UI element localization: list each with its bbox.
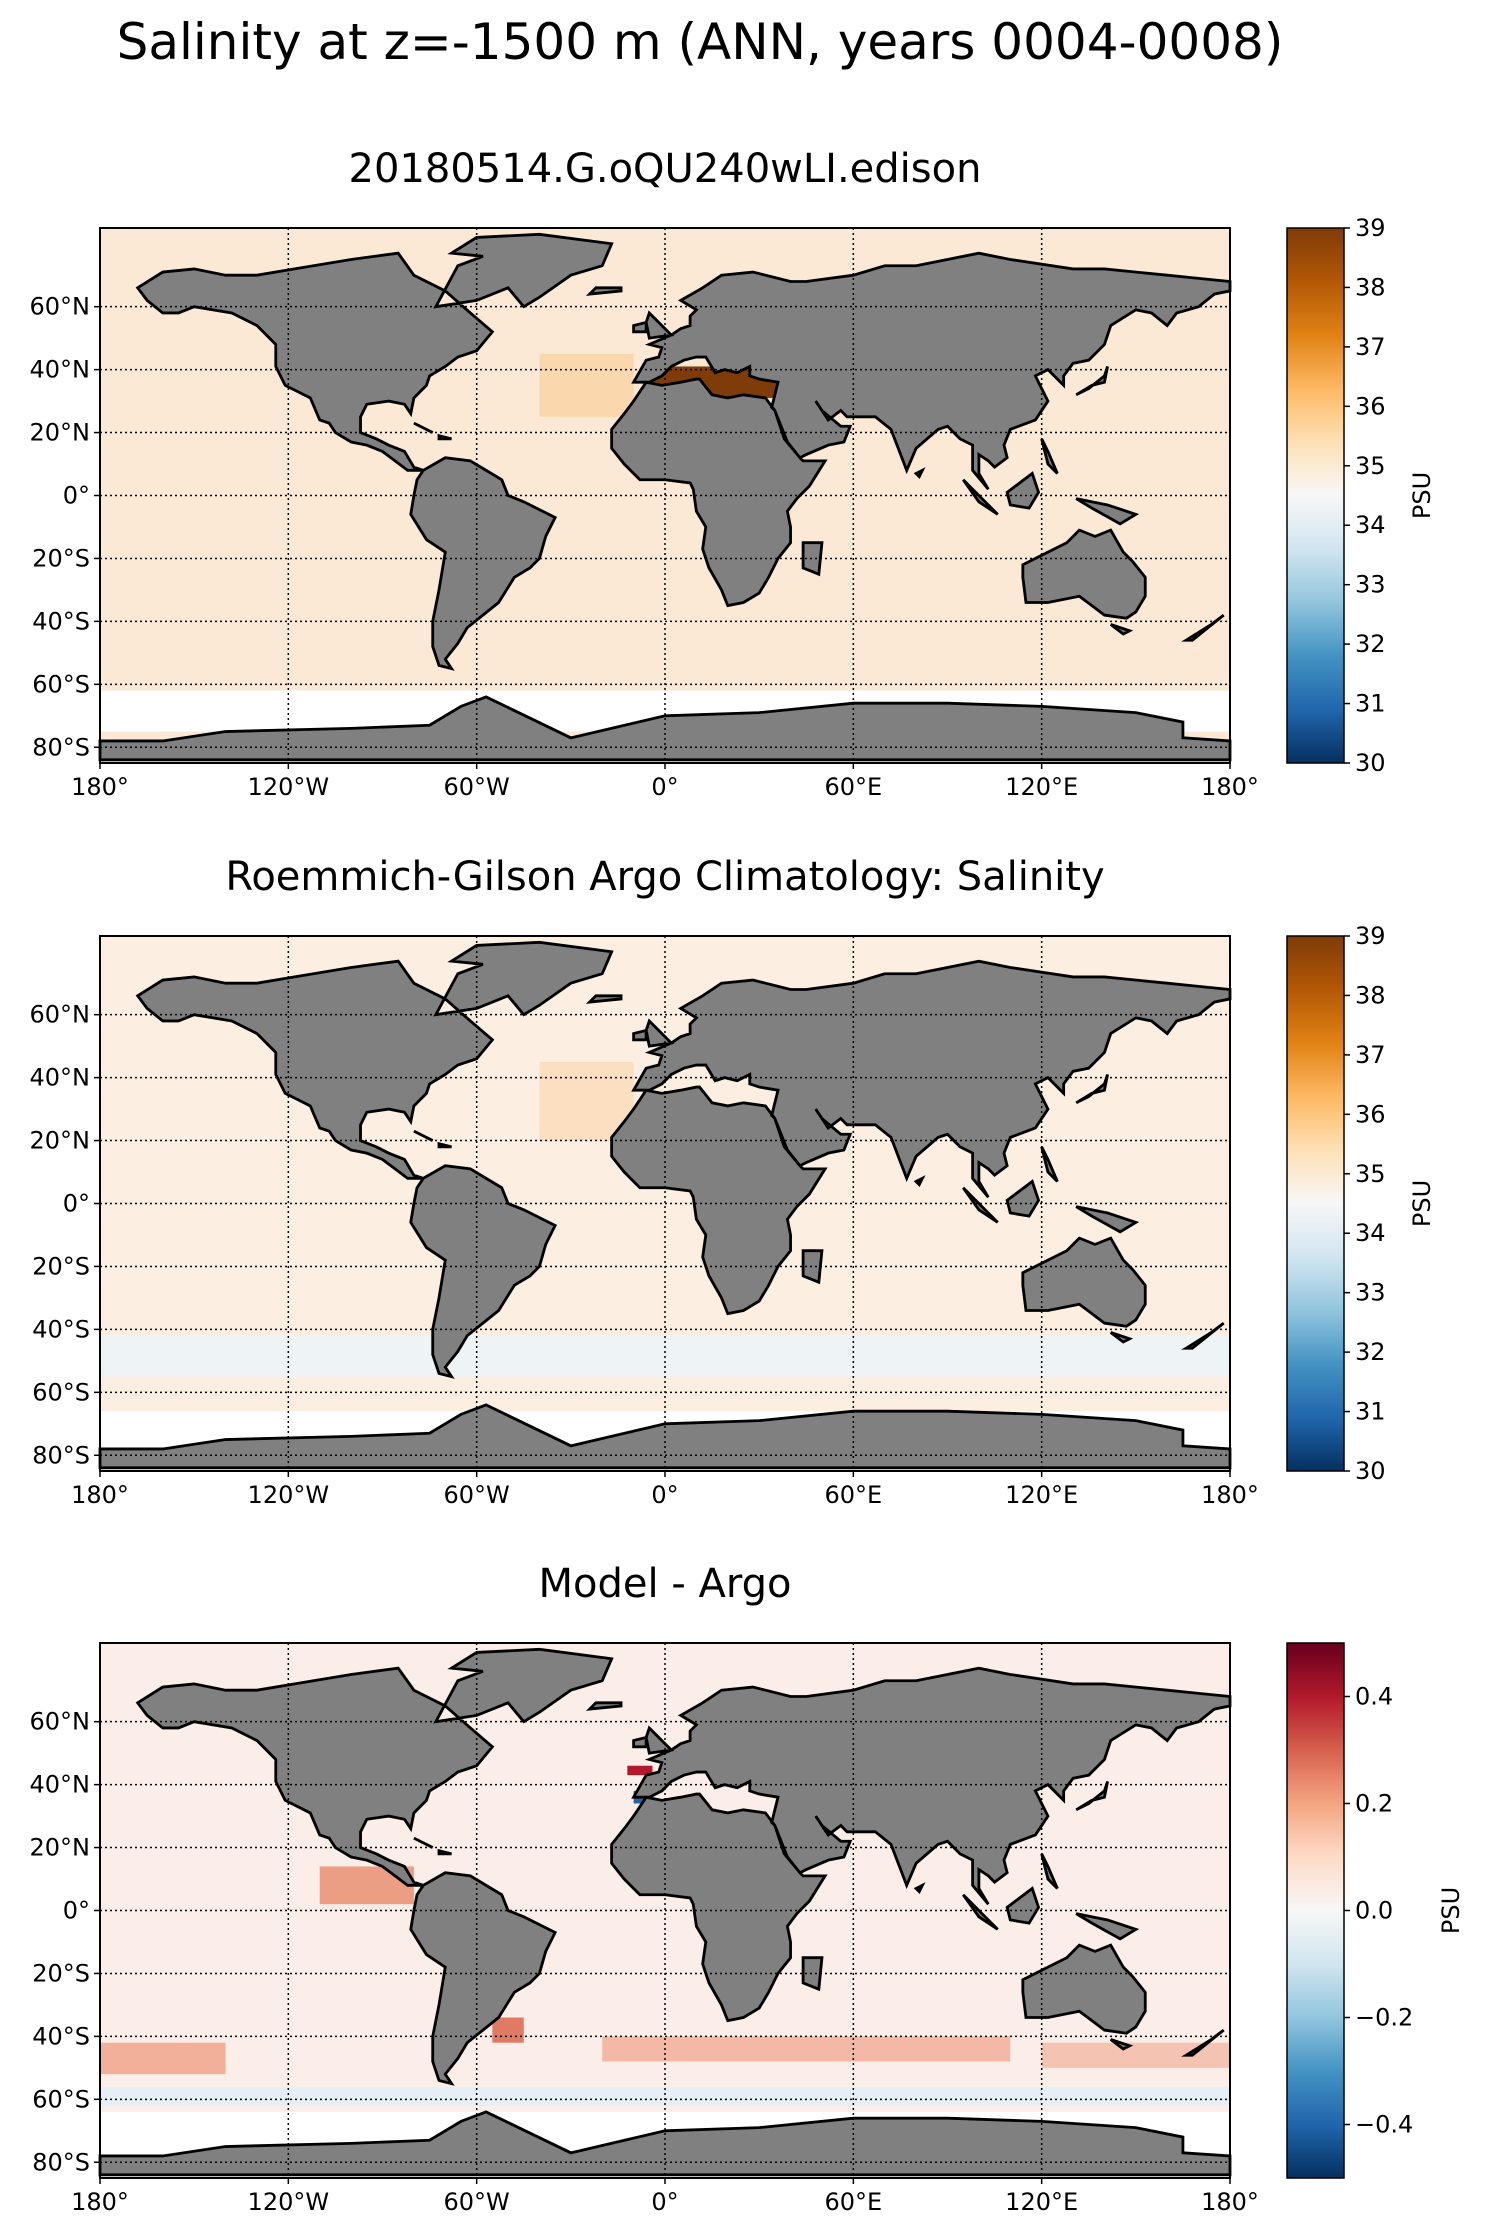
colorbar-tick-label: 38: [1355, 981, 1386, 1009]
lon-tick-label: 60°E: [824, 2188, 882, 2216]
lon-tick-label: 180°: [1201, 2188, 1259, 2216]
lon-tick-label: 60°W: [444, 2188, 510, 2216]
lat-tick-label: 60°S: [32, 2085, 90, 2113]
anomaly-region: [100, 2042, 226, 2075]
panel-title: 20180514.G.oQU240wLI.edison: [349, 146, 982, 192]
colorbar-tick-label: 39: [1355, 922, 1386, 950]
lat-tick-label: 0°: [63, 1190, 90, 1218]
lat-tick-label: 0°: [63, 1897, 90, 1925]
colorbar: 30 31 32 33 34 35 36 37 38 39 PSU: [1286, 214, 1436, 777]
colorbar-label: PSU: [1408, 1180, 1436, 1227]
colorbar-tick-label: −0.2: [1355, 2004, 1413, 2032]
lon-tick-label: 180°: [1201, 773, 1259, 801]
map-panel-3: Model - Argo 60°N 40°N 20°N 0° 20°S 40°S 60°S 80…: [30, 1561, 1466, 2216]
lat-tick-label: 40°S: [32, 2022, 90, 2050]
anomaly-region: [492, 2017, 524, 2043]
lon-tick-label: 120°E: [1005, 2188, 1078, 2216]
lat-tick-label: 60°S: [32, 670, 90, 698]
panel-title: Roemmich-Gilson Argo Climatology: Salini…: [225, 854, 1104, 900]
lon-tick-label: 180°: [71, 2188, 129, 2216]
colorbar-tick-label: 32: [1355, 630, 1386, 658]
lon-tick-label: 180°: [1201, 1481, 1259, 1509]
panels-layer: 20180514.G.oQU240wLI.edison 60°N 40°N 20°N 0…: [30, 146, 1466, 2216]
anomaly-region: [602, 2036, 1011, 2062]
anomaly-region: [627, 1765, 653, 1776]
figure-title: Salinity at z=-1500 m (ANN, years 0004-0…: [116, 13, 1284, 71]
colorbar-tick-label: 0.0: [1355, 1897, 1393, 1925]
colorbar-tick-label: 30: [1355, 749, 1386, 777]
anomaly-region: [539, 353, 634, 417]
lat-tick-label: 20°S: [32, 1959, 90, 1987]
lon-tick-label: 0°: [651, 2188, 678, 2216]
colorbar-tick-label: 34: [1355, 511, 1386, 539]
lon-tick-label: 60°E: [824, 1481, 882, 1509]
lat-tick-label: 20°N: [30, 419, 91, 447]
map-panel-1: 20180514.G.oQU240wLI.edison 60°N 40°N 20°N 0…: [30, 146, 1437, 801]
lon-tick-label: 120°E: [1005, 1481, 1078, 1509]
lon-tick-label: 0°: [651, 1481, 678, 1509]
lat-tick-label: 20°S: [32, 544, 90, 572]
lat-tick-label: 80°S: [32, 2148, 90, 2176]
lat-tick-label: 60°N: [30, 1708, 91, 1736]
colorbar-tick-label: 31: [1355, 1398, 1386, 1426]
colorbar-tick-label: 37: [1355, 1041, 1386, 1069]
colorbar-tick-label: 35: [1355, 1160, 1386, 1188]
lon-tick-label: 120°W: [248, 2188, 330, 2216]
lat-tick-label: 60°N: [30, 293, 91, 321]
lat-tick-label: 80°S: [32, 1441, 90, 1469]
lon-tick-label: 60°E: [824, 773, 882, 801]
colorbar-tick-label: 35: [1355, 452, 1386, 480]
anomaly-region: [100, 2086, 1230, 2106]
lon-tick-label: 120°W: [248, 1481, 330, 1509]
lat-tick-label: 40°N: [30, 356, 91, 384]
lat-tick-label: 40°S: [32, 607, 90, 635]
colorbar: 30 31 32 33 34 35 36 37 38 39 PSU: [1286, 922, 1436, 1485]
colorbar: −0.4 −0.2 0.0 0.2 0.4 PSU: [1286, 1642, 1465, 2179]
lon-tick-label: 180°: [71, 1481, 129, 1509]
colorbar-tick-label: 31: [1355, 690, 1386, 718]
colorbar-tick-label: 32: [1355, 1338, 1386, 1366]
lat-tick-label: 80°S: [32, 733, 90, 761]
panel-title: Model - Argo: [539, 1561, 792, 1607]
colorbar-gradient: [1286, 1642, 1345, 2179]
colorbar-tick-label: 0.2: [1355, 1790, 1393, 1818]
colorbar-tick-label: 36: [1355, 392, 1386, 420]
colorbar-gradient: [1286, 935, 1345, 1472]
colorbar-label: PSU: [1408, 472, 1436, 519]
lat-tick-label: 60°S: [32, 1378, 90, 1406]
colorbar-tick-label: 34: [1355, 1219, 1386, 1247]
colorbar-tick-label: −0.4: [1355, 2111, 1413, 2139]
colorbar-tick-label: 36: [1355, 1100, 1386, 1128]
lat-tick-label: 20°N: [30, 1127, 91, 1155]
colorbar-tick-label: 37: [1355, 333, 1386, 361]
lat-tick-label: 20°S: [32, 1252, 90, 1280]
lon-tick-label: 60°W: [444, 773, 510, 801]
lat-tick-label: 40°N: [30, 1771, 91, 1799]
lon-tick-label: 60°W: [444, 1481, 510, 1509]
colorbar-tick-label: 0.4: [1355, 1683, 1393, 1711]
colorbar-tick-label: 33: [1355, 571, 1386, 599]
colorbar-tick-label: 39: [1355, 214, 1386, 242]
lon-tick-label: 120°E: [1005, 773, 1078, 801]
map-panel-2: Roemmich-Gilson Argo Climatology: Salini…: [30, 854, 1437, 1509]
lon-tick-label: 120°W: [248, 773, 330, 801]
colorbar-gradient: [1286, 227, 1345, 764]
lon-tick-label: 0°: [651, 773, 678, 801]
lat-tick-label: 40°S: [32, 1315, 90, 1343]
lat-tick-label: 0°: [63, 482, 90, 510]
colorbar-tick-label: 38: [1355, 273, 1386, 301]
lat-tick-label: 60°N: [30, 1001, 91, 1029]
colorbar-tick-label: 33: [1355, 1279, 1386, 1307]
lat-tick-label: 40°N: [30, 1064, 91, 1092]
lat-tick-label: 20°N: [30, 1834, 91, 1862]
lon-tick-label: 180°: [71, 773, 129, 801]
colorbar-tick-label: 30: [1355, 1457, 1386, 1485]
colorbar-label: PSU: [1437, 1887, 1465, 1934]
